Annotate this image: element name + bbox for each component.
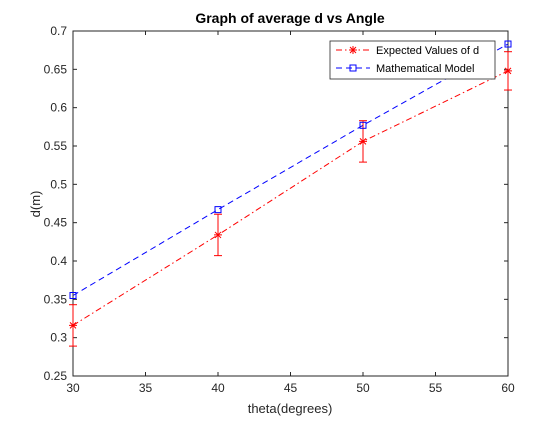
- x-tick-label: 50: [356, 381, 370, 395]
- y-tick-label: 0.4: [50, 254, 67, 268]
- square-marker: [69, 292, 77, 299]
- series-line-0: [72, 70, 509, 326]
- legend-square-marker: [349, 64, 357, 72]
- x-axis-label: theta(degrees): [248, 401, 333, 416]
- legend: Expected Values of d Mathematical Model: [329, 40, 496, 80]
- y-axis-label: d(m): [28, 191, 43, 218]
- legend-box: [329, 40, 496, 80]
- star-marker: [214, 230, 222, 239]
- square-marker: [359, 121, 367, 129]
- x-tick-label: 30: [66, 381, 80, 395]
- y-tick-label: 0.45: [44, 216, 68, 230]
- legend-label-expected: Expected Values of d: [376, 45, 479, 57]
- y-tick-label: 0.35: [44, 292, 68, 306]
- star-marker: [69, 321, 77, 330]
- star-marker: [504, 66, 512, 75]
- x-tick-label: 45: [284, 381, 298, 395]
- series-line-1: [72, 43, 509, 296]
- x-tick-label: 40: [211, 381, 225, 395]
- star-marker: [359, 137, 367, 146]
- y-axis-ticks: 0.25 0.3 0.35 0.4 0.45 0.5 0.55 0.6 0.65 0.7: [44, 24, 508, 383]
- y-tick-label: 0.55: [44, 139, 68, 153]
- y-tick-label: 0.7: [50, 24, 67, 38]
- x-tick-label: 55: [429, 381, 443, 395]
- x-axis-ticks: 30 35 40 45 50 55 60: [66, 31, 515, 395]
- y-tick-label: 0.65: [44, 62, 68, 76]
- legend-label-model: Mathematical Model: [376, 63, 474, 75]
- legend-star-marker: [349, 46, 357, 54]
- x-tick-label: 35: [139, 381, 153, 395]
- series-layer: [69, 40, 512, 347]
- y-tick-label: 0.3: [50, 331, 67, 345]
- x-tick-label: 60: [501, 381, 515, 395]
- y-tick-label: 0.5: [50, 177, 67, 191]
- square-marker: [214, 206, 222, 214]
- chart-title: Graph of average d vs Angle: [195, 10, 385, 26]
- square-marker: [504, 40, 512, 48]
- y-tick-label: 0.6: [50, 101, 67, 115]
- plot-area: [72, 30, 509, 377]
- y-tick-label: 0.25: [44, 369, 68, 383]
